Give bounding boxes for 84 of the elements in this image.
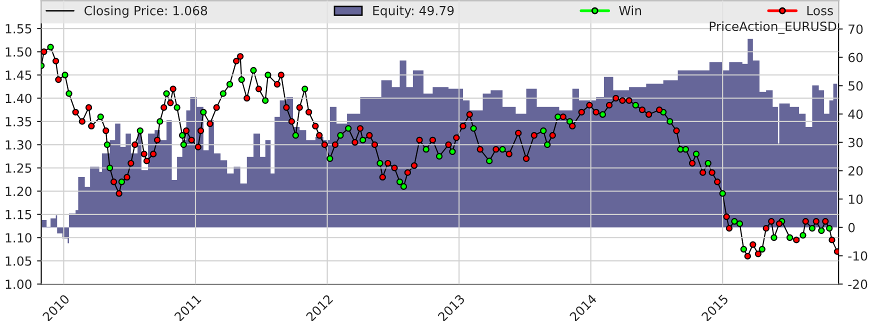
point — [337, 132, 344, 139]
point — [180, 141, 187, 148]
point — [106, 164, 114, 172]
point — [544, 141, 551, 148]
legend-label: Equity: 49.79 — [373, 6, 454, 18]
y-tick-label: 1.25 — [6, 163, 32, 173]
point — [345, 125, 352, 132]
y2-tick-label: -10 — [848, 251, 868, 261]
point — [436, 152, 443, 160]
y2-tick-label: 0 — [848, 222, 855, 232]
point — [360, 136, 366, 144]
point — [220, 90, 226, 97]
point — [264, 72, 272, 78]
point — [818, 227, 825, 234]
point — [104, 141, 111, 148]
point — [770, 234, 778, 241]
legend-label: Win — [619, 6, 642, 16]
y2-tick-label: 70 — [848, 24, 863, 34]
y2-tick-label: 20 — [848, 166, 863, 176]
point — [786, 234, 794, 241]
y-tick-label: 1.55 — [6, 24, 32, 34]
point — [719, 190, 726, 197]
y2-tick-label: 50 — [848, 81, 863, 91]
point — [200, 108, 207, 116]
y-tick-label: 1.15 — [6, 210, 32, 220]
y-tick-label: 1.45 — [6, 70, 32, 80]
point — [800, 232, 806, 239]
point — [238, 76, 245, 83]
point — [826, 224, 833, 232]
text: PriceAction_EURUSD — [710, 21, 836, 34]
point — [156, 118, 164, 125]
point — [599, 111, 606, 118]
y2-tick-label: -20 — [848, 280, 868, 290]
point — [62, 72, 68, 78]
point — [376, 160, 384, 167]
point — [632, 102, 639, 109]
y-tick-label: 1.30 — [6, 140, 32, 150]
legend-label: Closing Price: 1.068 — [84, 6, 208, 18]
y2-tick-label: 10 — [848, 194, 863, 204]
point — [66, 90, 72, 97]
point — [226, 80, 234, 88]
y-tick-label: 1.40 — [6, 94, 32, 104]
point — [163, 90, 170, 97]
point — [118, 178, 126, 186]
point — [486, 158, 493, 164]
y-tick-label: 1.10 — [6, 233, 32, 243]
point — [262, 97, 269, 104]
point — [178, 132, 186, 139]
y-tick-label: 1.20 — [6, 186, 32, 196]
point — [400, 183, 408, 190]
point — [666, 118, 674, 125]
y2-tick-label: 30 — [848, 138, 863, 148]
y2-tick-label: 40 — [848, 109, 863, 119]
point — [540, 127, 547, 134]
point — [566, 118, 574, 125]
point — [682, 146, 690, 153]
point — [808, 224, 816, 232]
point — [758, 246, 766, 253]
point — [396, 178, 404, 186]
point — [731, 218, 738, 225]
point — [554, 113, 562, 120]
point — [174, 104, 180, 111]
y-tick-label: 1.05 — [6, 256, 32, 266]
point — [449, 148, 456, 155]
point — [704, 160, 712, 167]
point — [250, 67, 257, 74]
point — [740, 246, 748, 253]
point — [470, 125, 477, 132]
point — [736, 220, 744, 228]
point — [97, 113, 104, 120]
point — [302, 86, 308, 92]
point — [422, 146, 430, 153]
y-tick-label: 1.35 — [6, 116, 32, 126]
y2-tick-label: 60 — [848, 52, 863, 62]
point — [677, 146, 684, 153]
point — [292, 132, 299, 139]
legend-label: Loss — [807, 6, 833, 16]
point — [136, 127, 144, 134]
point — [499, 146, 506, 153]
y-tick-label: 1.50 — [6, 47, 32, 57]
point — [326, 155, 334, 162]
y-tick-label: 1.00 — [6, 280, 32, 290]
point — [692, 150, 700, 158]
point — [47, 44, 54, 50]
